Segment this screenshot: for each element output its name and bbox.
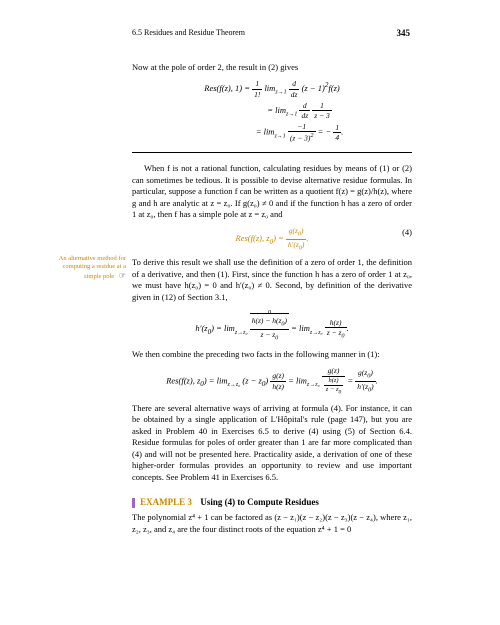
example-bar-icon (132, 498, 135, 508)
example-title: Using (4) to Compute Residues (200, 497, 319, 507)
para-6: The polynomial z⁴ + 1 can be factored as… (132, 512, 412, 535)
math-block-2: h′(z0) = limz→z₀ 0 h(z) − h(z0)z − z0 = … (132, 317, 412, 342)
para-5: There are several alternative ways of ar… (132, 403, 412, 483)
pointer-icon: ☞ (119, 271, 126, 281)
equation-4: Res(f(z), z0) = g(z0)h′(z0). (4) (132, 227, 412, 252)
margin-note: An alternative method for computing a re… (50, 255, 126, 281)
example-header: EXAMPLE 3 Using (4) to Compute Residues (132, 497, 412, 508)
main-content: Now at the pole of order 2, the result i… (132, 62, 412, 541)
para-intro: Now at the pole of order 2, the result i… (132, 62, 412, 73)
margin-note-text: An alternative method for computing a re… (59, 255, 126, 280)
page-number: 345 (397, 28, 411, 38)
math-block-3: Res(f(z), z0) = limz→z₀ (z − z0) g(z)h(z… (132, 367, 412, 396)
example-label: EXAMPLE 3 (140, 497, 192, 507)
equation-number: (4) (402, 227, 412, 237)
section-header: 6.5 Residues and Residue Theorem (132, 28, 245, 38)
para-2: When f is not a rational function, calcu… (132, 163, 412, 220)
math-block-1: Res(f(z), 1) = 11! limz→1 ddz (z − 1)2f(… (132, 80, 412, 142)
para-4: We then combine the preceding two facts … (132, 349, 412, 360)
divider (132, 152, 412, 153)
para-3: To derive this result we shall use the d… (132, 257, 412, 303)
